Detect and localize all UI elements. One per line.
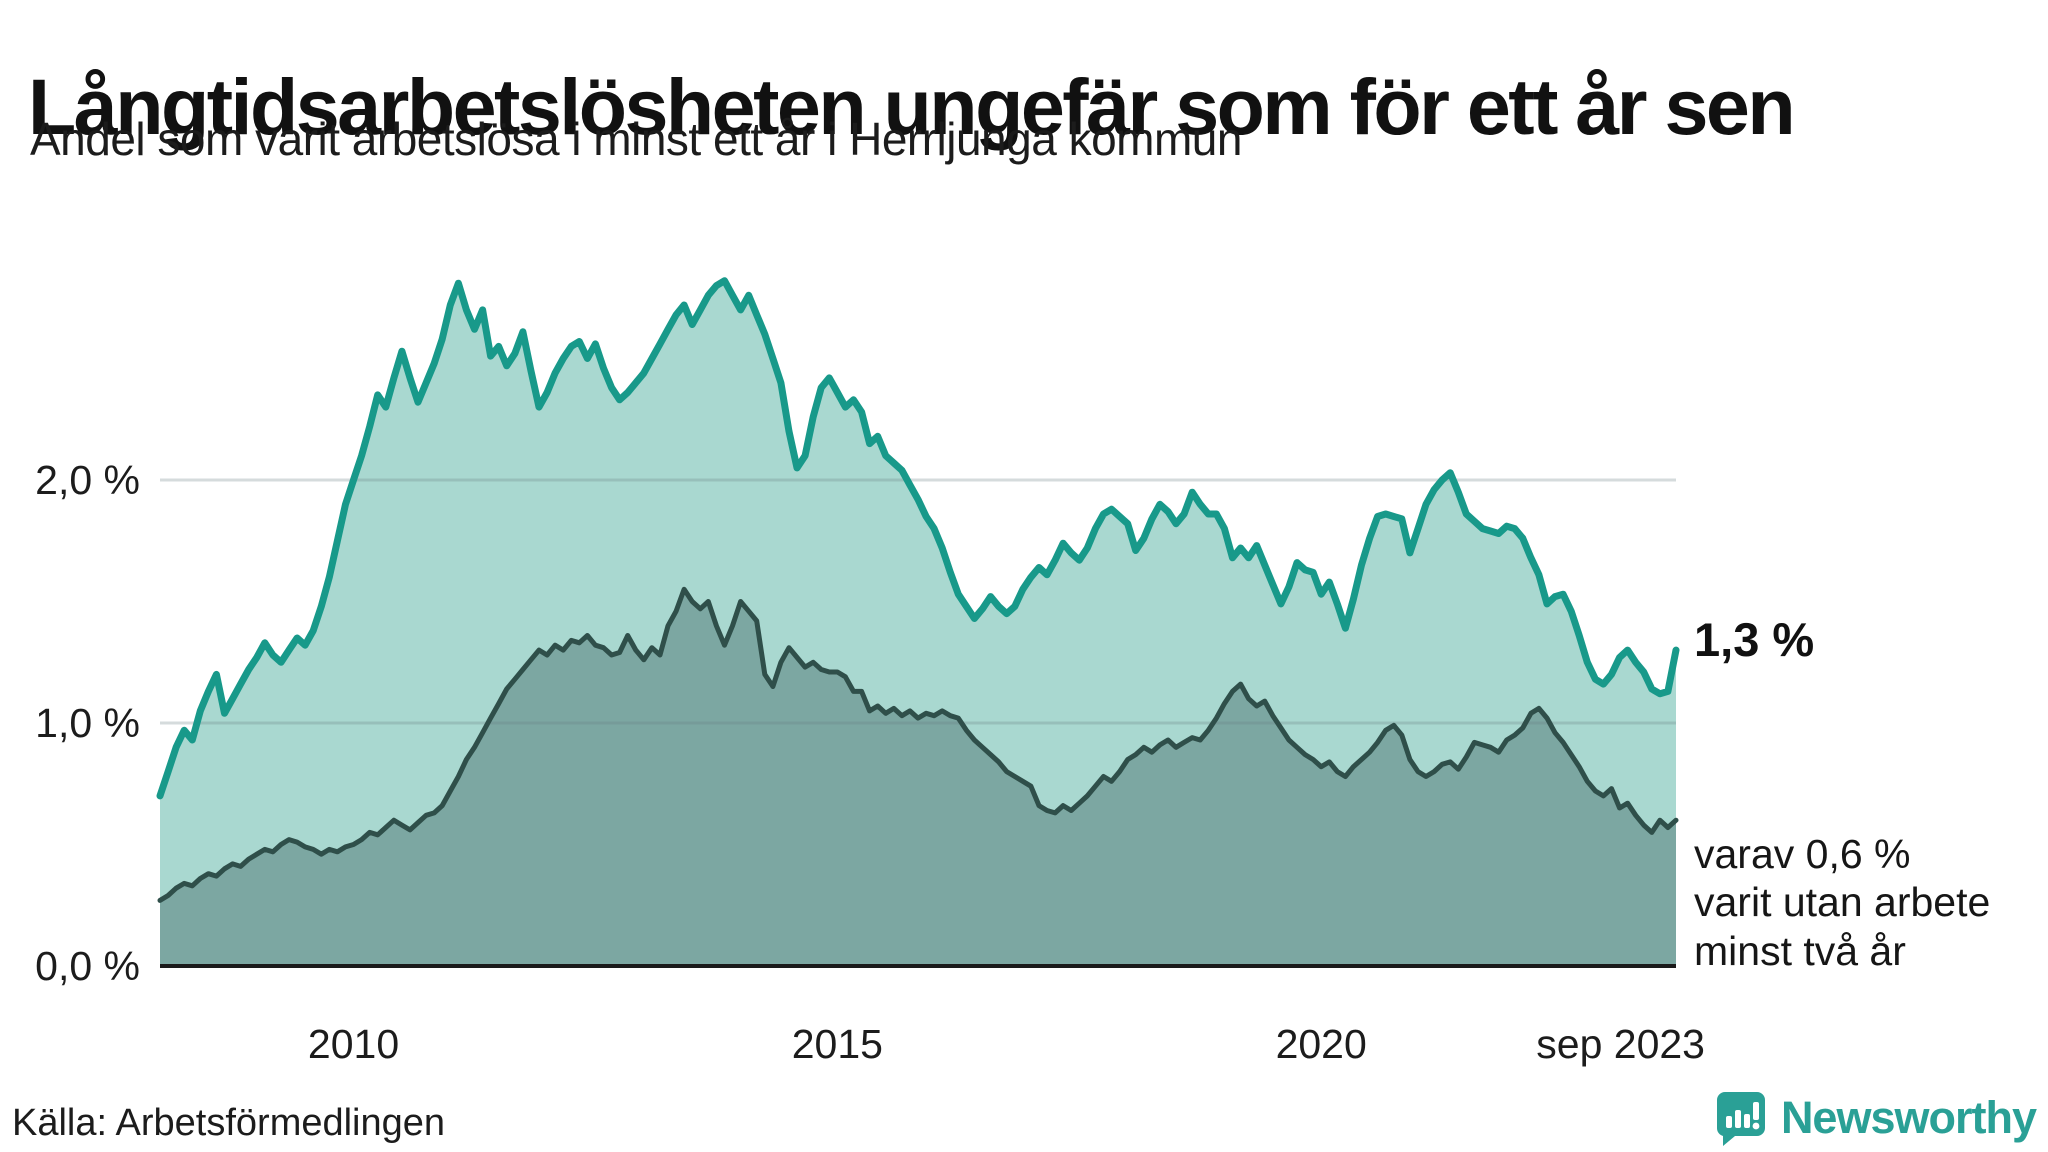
x-axis-label: sep 2023 — [1536, 1021, 1705, 1067]
x-axis-label: 2015 — [792, 1021, 883, 1067]
y-axis-label: 2,0 % — [35, 457, 140, 503]
page-title: Långtidsarbetslösheten ungefär som för e… — [28, 61, 1796, 151]
series-secondary-annotation: varav 0,6 % varit utan arbete minst två … — [1694, 830, 1990, 975]
x-axis-label: 2020 — [1276, 1021, 1367, 1067]
newsworthy-icon — [1716, 1092, 1765, 1146]
x-axis-label: 2010 — [308, 1021, 399, 1067]
annotation-line: varav 0,6 % — [1694, 831, 1911, 877]
annotation-line: minst två år — [1694, 927, 1906, 974]
chart-subtitle: Andel som varit arbetslösa i minst ett å… — [30, 113, 1242, 165]
brand-wordmark: Newsworthy — [1780, 1092, 2037, 1143]
area-unemployed-two-years — [160, 589, 1676, 966]
line-unemployed-one-year — [156, 277, 1680, 800]
source-attribution: Källa: Arbetsförmedlingen — [12, 1102, 446, 1144]
annotation-line: varit utan arbete — [1694, 879, 1991, 926]
brand-logo: Newsworthy — [1715, 1088, 2037, 1148]
series-end-value-label: 1,3 % — [1694, 613, 1815, 666]
y-axis-label: 0,0 % — [35, 943, 140, 989]
line-unemployed-two-years — [157, 586, 1679, 903]
y-axis-label: 1,0 % — [35, 700, 140, 746]
